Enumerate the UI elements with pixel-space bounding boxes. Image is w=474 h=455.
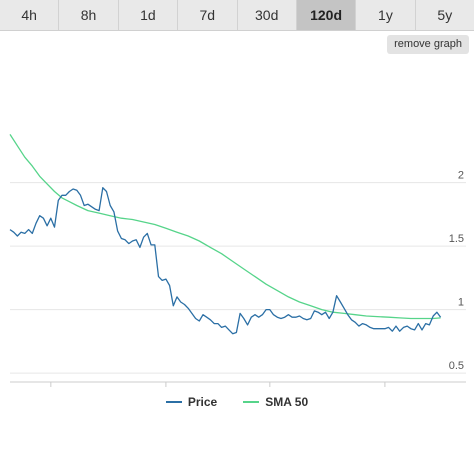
y-tick-label: 0.5 [449, 360, 464, 372]
y-tick-label: 1.5 [449, 233, 464, 245]
remove-graph-button[interactable]: remove graph [387, 35, 469, 54]
y-tick-label: 2 [458, 170, 464, 182]
tab-1d[interactable]: 1d [118, 0, 179, 30]
tab-4h[interactable]: 4h [0, 0, 60, 30]
legend-item-sma-50[interactable]: SMA 50 [243, 395, 308, 409]
tab-120d[interactable]: 120d [296, 0, 357, 30]
legend-swatch [165, 401, 182, 403]
legend-item-price[interactable]: Price [165, 395, 218, 409]
timeframe-tabs: 4h 8h 1d 7d 30d 120d 1y 5y [0, 0, 474, 31]
price-chart: Jan '26Feb '26Mar '26Apr '26 0.5 1 1.5 2 [9, 134, 466, 387]
tab-8h[interactable]: 8h [59, 0, 119, 30]
series-line-price [9, 187, 442, 335]
legend-label: SMA 50 [265, 395, 309, 409]
series-lines [9, 134, 442, 335]
tab-5y[interactable]: 5y [415, 0, 474, 30]
series-line-sma-50 [9, 134, 441, 320]
legend-label: Price [187, 395, 218, 409]
tab-7d[interactable]: 7d [178, 0, 238, 30]
grid-lines [10, 182, 466, 374]
tab-1y[interactable]: 1y [356, 0, 416, 30]
y-axis: 0.5 1 1.5 2 [449, 170, 464, 372]
x-axis: Jan '26Feb '26Mar '26Apr '26 [10, 381, 466, 387]
legend-swatch [243, 401, 260, 403]
chart-legend: Price SMA 50 [0, 393, 474, 411]
tab-30d[interactable]: 30d [237, 0, 297, 30]
y-tick-label: 1 [458, 297, 464, 309]
